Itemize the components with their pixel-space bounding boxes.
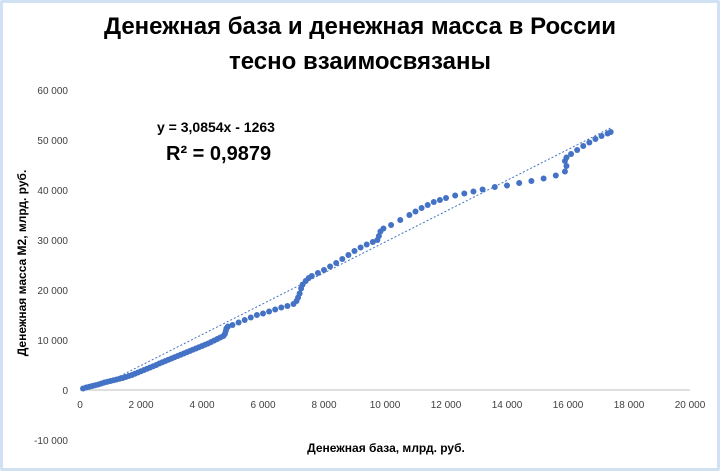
y-tick-label: 10 000 xyxy=(37,336,68,347)
y-tick-label: 60 000 xyxy=(37,86,68,97)
data-point xyxy=(424,202,431,208)
data-point xyxy=(430,199,437,205)
data-point xyxy=(598,133,605,139)
x-tick-label: 2 000 xyxy=(128,400,153,411)
data-point xyxy=(406,212,413,218)
data-point xyxy=(461,190,468,197)
data-point xyxy=(436,197,443,203)
data-point xyxy=(260,310,266,317)
data-point xyxy=(528,178,535,184)
data-point xyxy=(561,168,568,175)
data-point xyxy=(388,222,395,228)
data-point xyxy=(345,252,352,258)
data-point xyxy=(308,273,315,279)
y-axis-label: Денежная масса М2, млрд. руб. xyxy=(15,170,29,357)
data-point xyxy=(339,256,346,262)
y-tick-label: -10 000 xyxy=(34,436,68,447)
x-tick-label: 4 000 xyxy=(189,400,214,411)
data-point xyxy=(224,323,231,330)
x-axis-ticks: 0 2 000 4 000 6 000 8 000 10 000 12 000 14 000 1… xyxy=(77,400,706,411)
data-point xyxy=(586,139,593,146)
data-point xyxy=(253,312,260,318)
data-point xyxy=(266,308,273,315)
data-point xyxy=(247,314,254,321)
x-tick-label: 20 000 xyxy=(675,400,706,411)
data-point xyxy=(568,151,575,157)
data-point xyxy=(479,186,486,193)
chart-title-line2: тесно взаимосвязаны xyxy=(229,48,491,75)
data-point xyxy=(229,322,236,328)
data-point xyxy=(540,175,547,182)
data-point xyxy=(284,303,291,309)
data-point xyxy=(563,154,570,161)
r-squared-label: R² = 0,9879 xyxy=(166,143,271,165)
x-tick-label: 10 000 xyxy=(370,400,401,411)
data-point xyxy=(321,267,327,273)
data-point xyxy=(563,163,570,169)
data-point xyxy=(412,208,419,215)
trendline-equation: y = 3,0854x - 1263 xyxy=(157,119,275,135)
data-point xyxy=(397,217,404,223)
data-point xyxy=(418,205,425,211)
data-point xyxy=(327,263,334,270)
data-point xyxy=(363,241,370,248)
trendline xyxy=(119,127,611,377)
data-point xyxy=(580,143,587,149)
y-tick-label: 0 xyxy=(62,386,68,397)
data-point xyxy=(278,304,285,311)
data-points xyxy=(80,129,614,392)
data-point xyxy=(351,248,358,254)
y-tick-label: 40 000 xyxy=(37,186,68,197)
x-tick-label: 16 000 xyxy=(553,400,584,411)
x-axis-label: Денежная база, млрд. руб. xyxy=(307,441,465,455)
x-tick-label: 6 000 xyxy=(250,400,275,411)
data-point xyxy=(314,270,321,276)
data-point xyxy=(272,306,279,313)
data-point xyxy=(491,184,498,190)
x-tick-label: 14 000 xyxy=(492,400,523,411)
data-point xyxy=(380,225,387,232)
chart-title-line1: Денежная база и денежная масса в России xyxy=(103,13,617,40)
y-axis-ticks: -10 000 0 10 000 20 000 30 000 40 000 50 000 60… xyxy=(34,86,68,447)
y-tick-label: 20 000 xyxy=(37,286,68,297)
x-tick-label: 8 000 xyxy=(311,400,336,411)
x-tick-label: 0 xyxy=(77,400,83,411)
y-tick-label: 50 000 xyxy=(37,136,68,147)
data-point xyxy=(574,147,581,153)
data-point xyxy=(443,195,449,201)
data-point xyxy=(552,172,559,179)
data-point xyxy=(333,260,340,266)
data-point xyxy=(452,192,459,199)
data-point xyxy=(516,180,523,186)
data-point xyxy=(375,233,382,239)
data-point xyxy=(607,129,614,135)
data-point xyxy=(504,182,510,189)
data-point xyxy=(357,244,364,251)
data-point xyxy=(592,136,599,142)
x-tick-label: 12 000 xyxy=(431,400,462,411)
data-point xyxy=(235,319,242,326)
data-point xyxy=(296,290,303,297)
data-point xyxy=(470,188,477,195)
x-tick-label: 18 000 xyxy=(614,400,645,411)
data-point xyxy=(241,317,248,323)
data-point xyxy=(369,239,376,245)
y-tick-label: 30 000 xyxy=(37,236,68,247)
